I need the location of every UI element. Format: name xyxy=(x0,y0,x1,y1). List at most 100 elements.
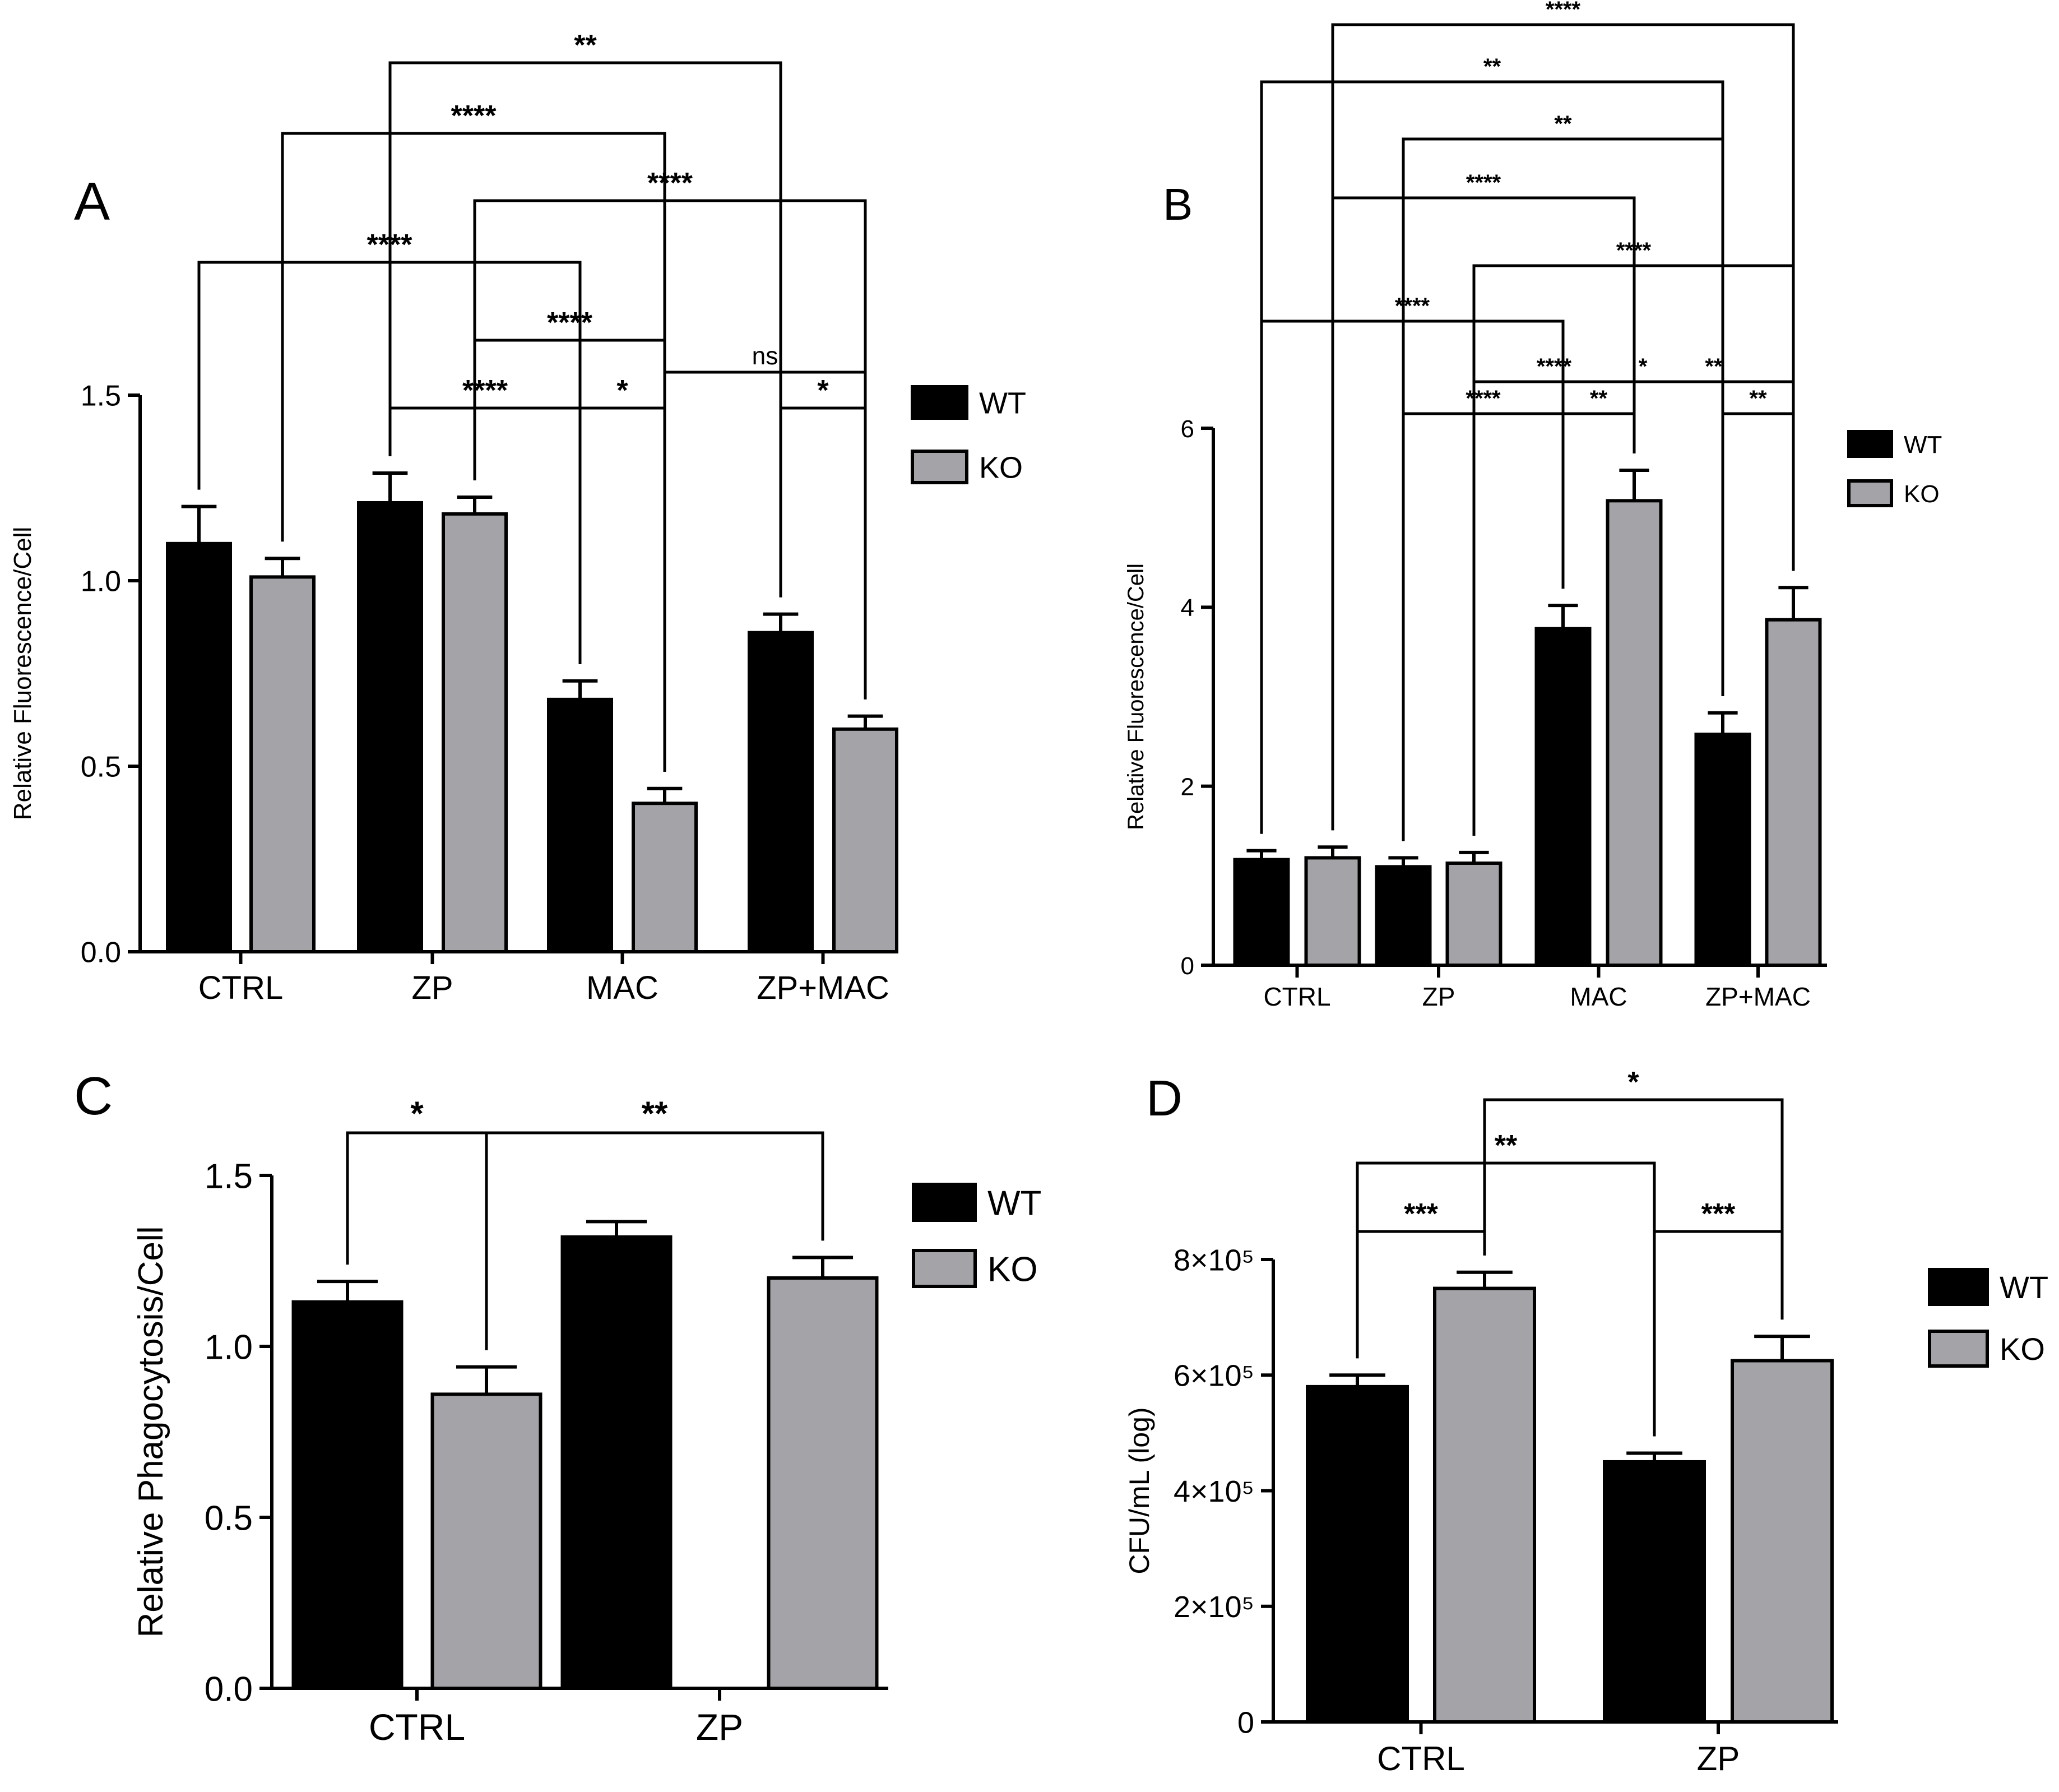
significance-bracket xyxy=(1331,196,1636,831)
significance-label: ** xyxy=(574,29,597,62)
bar-ko xyxy=(1606,499,1663,967)
y-tick-label: 4×10⁵ xyxy=(1174,1475,1254,1508)
y-axis-label: CFU/mL (log) xyxy=(1124,1407,1155,1574)
significance-label: **** xyxy=(1466,170,1501,195)
significance-bracket xyxy=(779,406,867,700)
bar-wt xyxy=(560,1235,673,1691)
bar-ko xyxy=(1445,861,1502,967)
panel-a-chart: A 0.0 0.5 1.0 1.5 Relative Fluorescence/Cell C… xyxy=(9,29,1026,1006)
bar-wt xyxy=(1306,1384,1409,1724)
y-tick-label: 6×10⁵ xyxy=(1174,1359,1254,1393)
legend-swatch-ko xyxy=(911,450,968,484)
bar-wt xyxy=(1603,1460,1706,1724)
significance-label: ns xyxy=(752,342,778,370)
x-tick-label: ZP xyxy=(1697,1740,1740,1777)
x-tick-label: ZP xyxy=(1422,982,1455,1011)
legend-label: KO xyxy=(979,451,1023,484)
legend-label: WT xyxy=(2000,1270,2048,1305)
x-tick-label: CTRL xyxy=(1377,1740,1465,1777)
bar-ko xyxy=(632,802,698,953)
bar-ko xyxy=(1304,856,1361,967)
bar-wt xyxy=(166,541,232,953)
y-axis-label: Relative Phagocytosis/Cell xyxy=(132,1226,170,1637)
x-tick-label: MAC xyxy=(586,970,658,1006)
bar-ko xyxy=(1765,618,1822,967)
significance-bracket xyxy=(388,61,782,598)
y-tick-label: 6 xyxy=(1181,415,1194,443)
significance-bracket xyxy=(1356,1230,1486,1359)
x-tick-label: ZP+MAC xyxy=(1705,982,1811,1011)
bar-ko xyxy=(1433,1286,1536,1724)
y-tick-label: 0 xyxy=(1237,1706,1254,1739)
significance-label: ** xyxy=(1749,386,1767,411)
panel-label: D xyxy=(1146,1071,1182,1127)
y-tick-label: 0.0 xyxy=(205,1670,253,1708)
panel-label: A xyxy=(74,172,110,231)
significance-label: * xyxy=(817,374,829,407)
significance-label: * xyxy=(1627,1066,1639,1099)
significance-label: **** xyxy=(547,307,593,339)
legend-label: KO xyxy=(987,1250,1038,1289)
legend-swatch-ko xyxy=(1847,479,1893,507)
x-tick-label: CTRL xyxy=(1263,982,1330,1011)
panel-label: B xyxy=(1163,179,1193,229)
y-tick-label: 1.5 xyxy=(205,1157,253,1196)
significance-label: **** xyxy=(462,374,508,407)
bar-ko xyxy=(832,727,898,954)
panel-label: C xyxy=(74,1066,113,1126)
legend-swatch-ko xyxy=(1928,1330,1989,1368)
significance-label: ** xyxy=(1554,112,1572,136)
significance-bracket xyxy=(578,406,666,772)
legend-swatch-wt xyxy=(912,1183,977,1222)
y-tick-label: 1.5 xyxy=(81,380,121,413)
legend-swatch-wt xyxy=(1928,1268,1989,1306)
y-tick-label: 0.5 xyxy=(81,751,121,784)
legend-label: WT xyxy=(987,1184,1041,1223)
significance-bracket xyxy=(473,199,867,700)
x-tick-label: ZP+MAC xyxy=(757,970,889,1006)
legend-label: WT xyxy=(1904,431,1942,459)
significance-label: * xyxy=(616,374,628,407)
significance-label: **** xyxy=(1616,238,1652,263)
significance-label: *** xyxy=(1404,1198,1438,1230)
significance-bracket xyxy=(1653,1230,1784,1437)
panel-b-chart: B 0 2 4 6 Relative Fluorescence/Cell CTRL ZP MAC… xyxy=(1124,0,1942,1011)
y-axis-label: Relative Fluorescence/Cell xyxy=(9,527,36,820)
legend-swatch-wt xyxy=(911,385,968,420)
significance-label: *** xyxy=(1701,1198,1736,1230)
significance-label: * xyxy=(1639,354,1648,379)
significance-label: **** xyxy=(1466,386,1501,411)
y-tick-label: 4 xyxy=(1181,594,1194,622)
y-tick-label: 1.0 xyxy=(205,1328,253,1367)
legend-label: KO xyxy=(2000,1331,2045,1367)
y-tick-label: 0.0 xyxy=(81,937,121,969)
bar-ko xyxy=(430,1392,542,1690)
x-tick-label: MAC xyxy=(1570,982,1627,1011)
y-tick-label: 0 xyxy=(1181,952,1194,980)
legend-label: KO xyxy=(1904,480,1940,508)
legend-label: WT xyxy=(979,386,1026,420)
panel-d-chart: D 0 2×10⁵ 4×10⁵ 6×10⁵ 8×10⁵ CFU/mL (log) CTRL ZP… xyxy=(1124,1066,2048,1777)
y-tick-label: 2×10⁵ xyxy=(1174,1590,1254,1624)
bar-wt xyxy=(1375,865,1432,967)
x-tick-label: CTRL xyxy=(198,970,283,1006)
y-tick-label: 8×10⁵ xyxy=(1174,1243,1254,1277)
legend-swatch-wt xyxy=(1847,430,1893,458)
significance-label: **** xyxy=(451,100,497,132)
significance-label: ** xyxy=(1705,354,1723,379)
significance-label: **** xyxy=(647,167,693,200)
significance-label: **** xyxy=(1395,294,1430,318)
significance-bracket xyxy=(1483,1098,1784,1320)
significance-bracket xyxy=(1260,319,1565,834)
significance-label: ** xyxy=(1483,54,1501,79)
y-tick-label: 2 xyxy=(1181,774,1194,801)
bar-wt xyxy=(1534,627,1592,967)
bar-ko xyxy=(442,512,508,953)
bar-wt xyxy=(1694,733,1751,967)
significance-label: ** xyxy=(1590,386,1608,411)
y-axis-label: Relative Fluorescence/Cell xyxy=(1124,563,1148,830)
y-tick-label: 0.5 xyxy=(205,1499,253,1538)
bar-wt xyxy=(748,631,814,954)
x-tick-label: ZP xyxy=(411,970,453,1006)
legend-swatch-ko xyxy=(912,1249,977,1288)
